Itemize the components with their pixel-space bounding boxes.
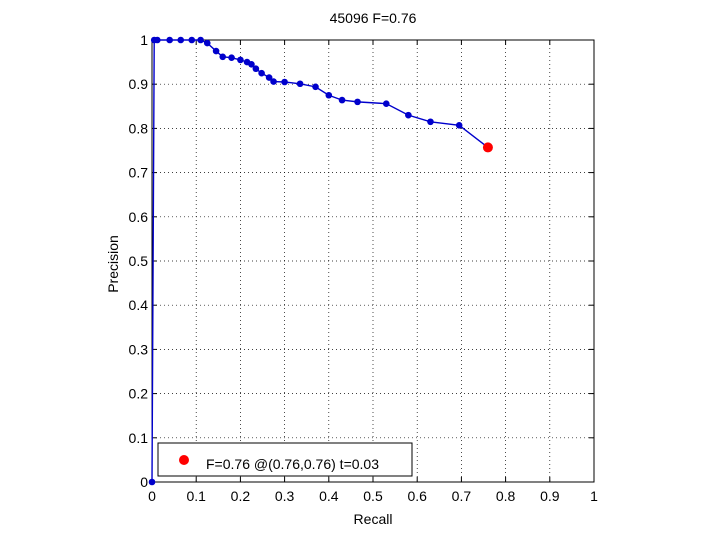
y-tick-label: 0.3 [129,341,149,357]
y-tick-label: 0.8 [129,120,149,136]
pr-curve-point [212,47,220,55]
y-tick-label: 0 [140,474,148,490]
series-layer [148,36,492,486]
x-tick-label: 0 [148,488,156,504]
pr-curve-point [427,118,434,126]
y-tick-label: 0.2 [129,386,149,402]
x-tick-label: 0.1 [186,488,206,504]
pr-curve-point [405,111,412,119]
highlight-layer [482,142,493,153]
legend-box [157,442,413,477]
pr-curve-point [296,80,304,88]
pr-curve-point [237,56,244,64]
y-axis-label: Precision [105,235,121,293]
pr-curve-point [154,36,161,44]
x-tick-label: 0.3 [275,488,295,504]
x-tick-label: 0.2 [231,488,251,504]
grid [152,40,594,482]
pr-curve-point [258,69,265,77]
x-tick-label: 0.8 [496,488,516,504]
y-tick-label: 0.7 [129,165,149,181]
pr-curve-point [248,61,255,68]
y-axis: 0 0.1 0.2 0.3 0.4 0.5 0.6 0.7 0.8 0.9 1 [129,32,594,490]
pr-curve-point [228,54,235,61]
y-tick-label: 0.4 [129,297,149,313]
pr-curve-point [354,98,361,106]
y-tick-label: 0.6 [129,209,149,225]
plot-area: 0 0.1 0.2 0.3 0.4 0.5 0.6 0.7 0.8 0.9 1 0 0.1 0.2 0.3… [129,32,599,504]
x-tick-label: 0.6 [407,488,427,504]
x-axis: 0 0.1 0.2 0.3 0.4 0.5 0.6 0.7 0.8 0.9 1 [148,40,598,504]
pr-curve-point [252,65,260,73]
y-tick-label: 0.5 [129,253,149,269]
pr-curve-point [197,36,204,44]
x-axis-label: Recall [354,511,393,527]
legend-marker [179,455,189,465]
x-tick-label: 0.9 [540,488,560,504]
pr-curve-point [270,78,277,85]
pr-curve-point [166,36,173,44]
pr-curve-point [265,74,273,81]
pr-curve-point [219,53,227,61]
legend-label: F=0.76 @(0.76,0.76) t=0.03 [206,456,379,472]
pr-curve-point [188,36,196,44]
x-tick-label: 0.4 [319,488,339,504]
x-tick-label: 1 [590,488,598,504]
y-tick-label: 0.1 [129,430,149,446]
legend: F=0.76 @(0.76,0.76) t=0.03 [157,442,413,477]
pr-curve-point [455,122,463,129]
x-tick-label: 0.5 [363,488,383,504]
pr-curve-point [312,83,319,91]
pr-curve-point [382,100,390,107]
y-tick-label: 0.9 [129,76,149,92]
best-f-point [482,142,493,153]
pr-curve-point [338,96,346,104]
pr-curve-point [203,39,211,47]
y-tick-label: 1 [140,32,148,48]
chart-title: 45096 F=0.76 [330,10,417,26]
pr-curve-point [177,36,185,44]
pr-curve-point [281,78,288,86]
x-tick-label: 0.7 [452,488,472,504]
pr-curve-point [325,91,333,99]
pr-curve-point [148,478,156,486]
